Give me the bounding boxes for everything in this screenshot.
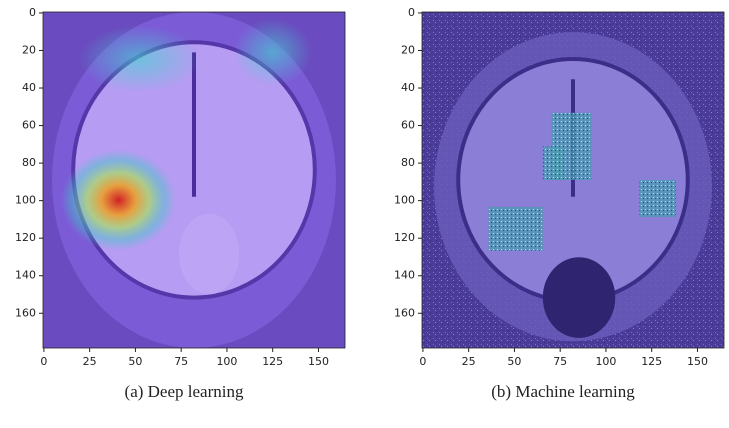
y-tick-label: 120 bbox=[15, 231, 36, 244]
y-tick-label: 40 bbox=[22, 81, 36, 94]
brainstem bbox=[179, 214, 239, 295]
x-tick-label: 150 bbox=[308, 355, 329, 368]
caption: (b) Machine learning bbox=[491, 382, 635, 401]
panel: 0 25 50 75 100 125 150 0 20 40 60 80 100 120 140 160 (a)… bbox=[15, 6, 345, 401]
x-tick-label: 25 bbox=[462, 355, 476, 368]
y-tick-label: 140 bbox=[394, 269, 415, 282]
y-tick-label: 80 bbox=[22, 156, 36, 169]
x-tick-label: 75 bbox=[174, 355, 188, 368]
y-tick-label: 40 bbox=[401, 81, 415, 94]
saliency-patch bbox=[639, 180, 675, 217]
y-tick-label: 20 bbox=[22, 43, 36, 56]
heat-top-left bbox=[79, 25, 200, 92]
x-tick-label: 100 bbox=[216, 355, 237, 368]
y-tick-label: 100 bbox=[15, 194, 36, 207]
x-tick-label: 50 bbox=[128, 355, 142, 368]
saliency-patch bbox=[543, 146, 564, 180]
heat-main bbox=[61, 150, 176, 251]
x-tick-label: 25 bbox=[83, 355, 97, 368]
mri-image bbox=[422, 12, 724, 348]
figure: 0 25 50 75 100 125 150 0 20 40 60 80 100 120 140 160 (a)… bbox=[0, 0, 729, 424]
y-tick-label: 80 bbox=[401, 156, 415, 169]
x-tick-label: 0 bbox=[40, 355, 47, 368]
brainstem bbox=[543, 257, 615, 338]
mri-image bbox=[43, 12, 345, 348]
y-tick-label: 100 bbox=[394, 194, 415, 207]
y-tick-label: 140 bbox=[15, 269, 36, 282]
x-tick-label: 50 bbox=[507, 355, 521, 368]
y-tick-label: 20 bbox=[401, 43, 415, 56]
y-tick-label: 120 bbox=[394, 231, 415, 244]
x-tick-label: 125 bbox=[641, 355, 662, 368]
heat-top-right bbox=[233, 19, 312, 86]
y-tick-label: 60 bbox=[401, 119, 415, 132]
y-tick-label: 0 bbox=[29, 6, 36, 19]
x-tick-label: 100 bbox=[595, 355, 616, 368]
x-tick-label: 75 bbox=[553, 355, 567, 368]
panel: 0 25 50 75 100 125 150 0 20 40 60 80 100 120 140 160 (b)… bbox=[394, 6, 724, 401]
y-tick-label: 60 bbox=[22, 119, 36, 132]
y-tick-label: 0 bbox=[408, 6, 415, 19]
x-tick-label: 125 bbox=[262, 355, 283, 368]
caption: (a) Deep learning bbox=[125, 382, 244, 401]
x-tick-label: 150 bbox=[687, 355, 708, 368]
y-tick-label: 160 bbox=[15, 306, 36, 319]
x-tick-label: 0 bbox=[419, 355, 426, 368]
y-tick-label: 160 bbox=[394, 306, 415, 319]
saliency-patch bbox=[488, 207, 542, 251]
